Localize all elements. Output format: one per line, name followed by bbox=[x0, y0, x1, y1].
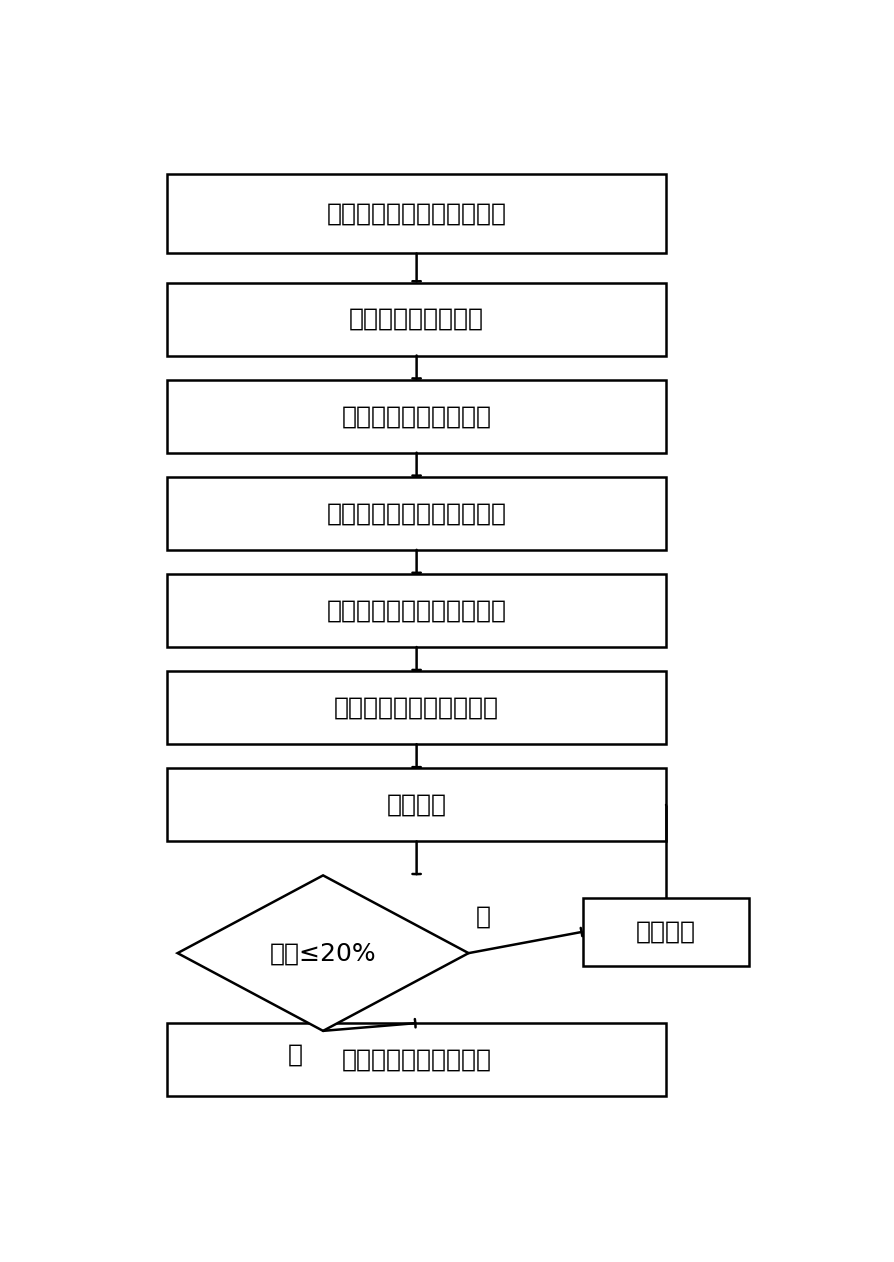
Text: 多轴加载试验台架系统调试: 多轴加载试验台架系统调试 bbox=[326, 501, 507, 525]
Bar bbox=[167, 671, 666, 745]
Text: 建立多轴加载远程控制站台: 建立多轴加载远程控制站台 bbox=[326, 598, 507, 622]
Text: 是: 是 bbox=[288, 1042, 303, 1066]
Polygon shape bbox=[178, 876, 468, 1031]
Bar bbox=[167, 1023, 666, 1095]
Bar bbox=[583, 897, 749, 965]
Bar bbox=[167, 574, 666, 647]
Text: 否: 否 bbox=[476, 905, 491, 929]
Text: 采集实车工况下载荷谱信号: 采集实车工况下载荷谱信号 bbox=[326, 202, 507, 226]
Bar bbox=[167, 769, 666, 842]
Text: 多轴加载试验台架搭建: 多轴加载试验台架搭建 bbox=[342, 404, 492, 428]
Text: 白噪声信号进行系统识别: 白噪声信号进行系统识别 bbox=[334, 695, 499, 719]
Bar bbox=[167, 380, 666, 453]
Bar bbox=[167, 283, 666, 356]
Text: 载荷谱信号数据处理: 载荷谱信号数据处理 bbox=[349, 307, 485, 331]
Text: 多轴加载台架耐久试验: 多轴加载台架耐久试验 bbox=[342, 1047, 492, 1071]
Bar bbox=[167, 477, 666, 550]
Text: 参数调整: 参数调整 bbox=[636, 920, 696, 944]
Bar bbox=[167, 174, 666, 254]
Text: 模拟迭代: 模拟迭代 bbox=[386, 793, 447, 817]
Text: 误差≤20%: 误差≤20% bbox=[270, 941, 376, 965]
